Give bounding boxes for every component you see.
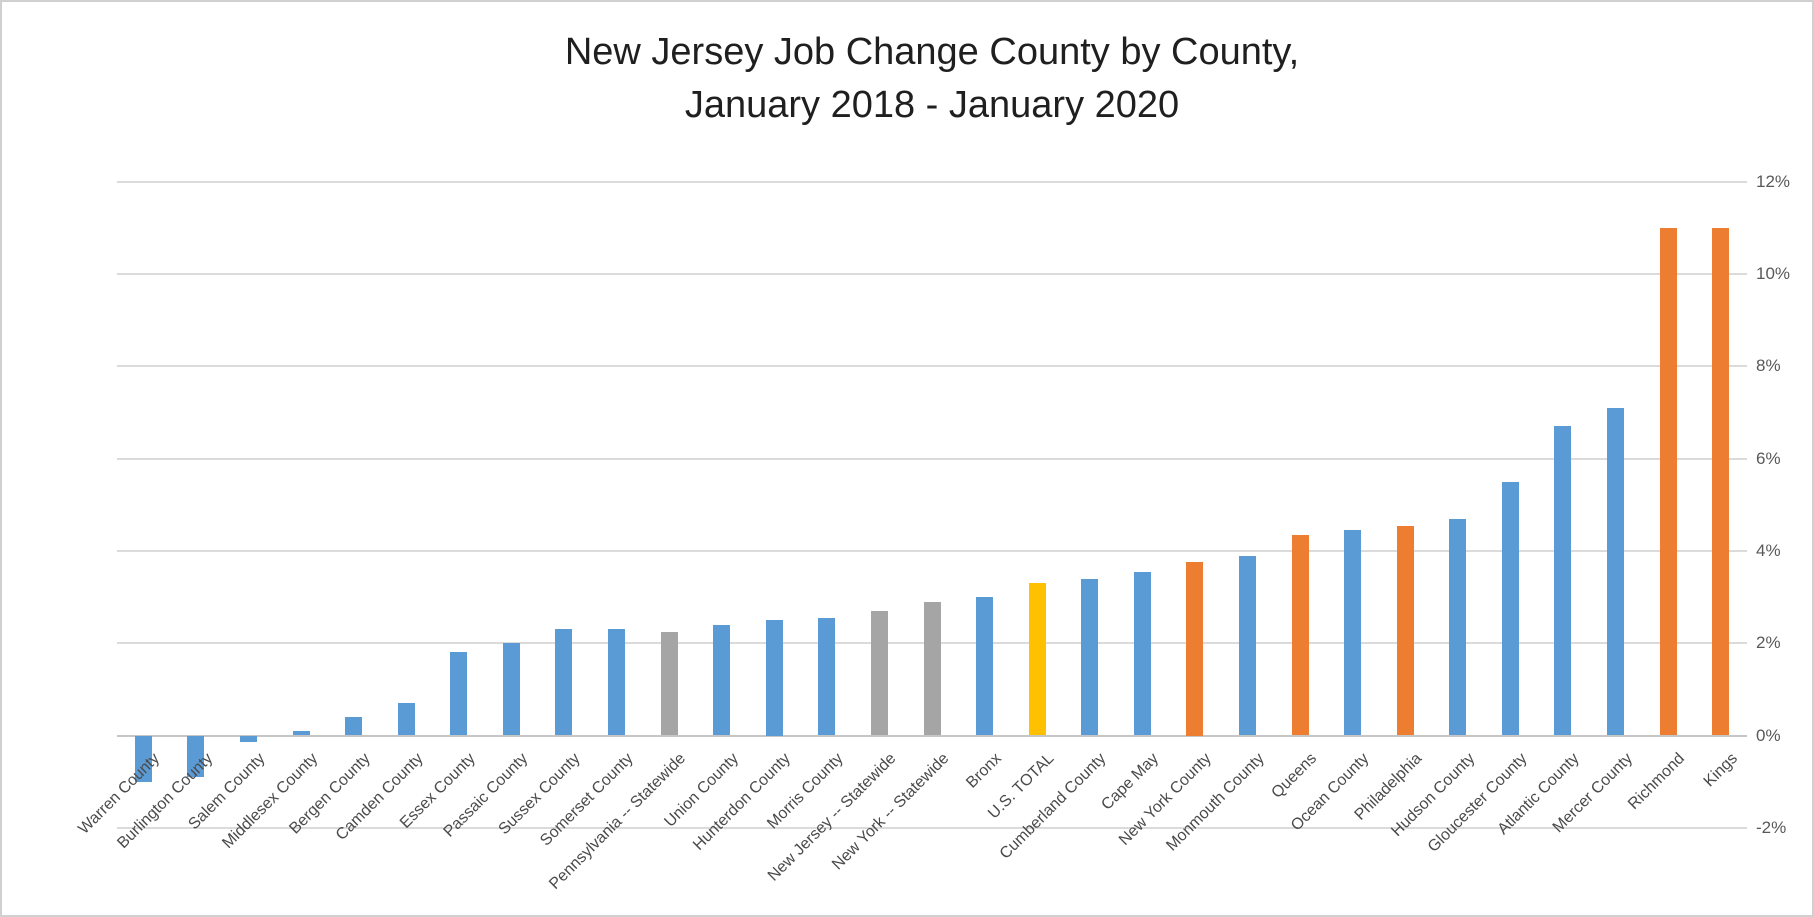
bar-monmouth-county [1238,555,1256,736]
chart-title-line1: New Jersey Job Change County by County, [564,31,1300,73]
bar-morris-county [818,617,836,736]
bar-middlesex-county [292,730,310,736]
bar-u-s-total [1028,583,1046,736]
category-label: Burlington County [113,750,216,852]
category-label: Queens [1268,750,1321,802]
y-tick-label: 10% [1756,264,1791,283]
bar-somerset-county [608,629,626,736]
chart-title: New Jersey Job Change County by County, … [117,26,1747,132]
zero-axis-line [117,734,1747,737]
bar-salem-county [239,735,257,743]
y-tick-label: 8% [1756,356,1781,376]
category-label: Bronx [963,750,1005,792]
bar-hunterdon-county [765,620,783,736]
bar-cape-may [1133,571,1151,736]
bar-essex-county [450,652,468,736]
bar-pennsylvania-statewide [660,631,678,736]
gridline [117,180,1747,183]
category-label: Hunterdon County [690,750,795,854]
category-label: New York County [1116,750,1215,849]
bar-camden-county [397,703,415,736]
bar-cumberland-county [1081,578,1099,736]
y-tick-label: -2% [1756,817,1787,837]
bar-atlantic-county [1554,426,1572,736]
bar-hudson-county [1449,518,1467,736]
gridline [117,365,1747,368]
bar-richmond [1659,227,1677,736]
gridline [117,549,1747,552]
chart-title-line2: January 2018 - January 2020 [684,84,1180,126]
bar-gloucester-county [1501,481,1519,736]
bar-kings [1712,227,1730,736]
bar-bergen-county [345,717,363,736]
y-tick-label: 4% [1756,540,1781,560]
y-tick-label: 6% [1756,448,1781,468]
bar-philadelphia [1396,525,1414,736]
bar-new-york-county [1186,562,1204,736]
bar-union-county [713,624,731,736]
bar-new-jersey-statewide [870,610,888,736]
bar-queens [1291,534,1309,736]
bar-new-york-statewide [923,601,941,736]
bar-sussex-county [555,629,573,736]
category-label: Monmouth County [1163,750,1268,855]
bar-ocean-county [1344,530,1362,736]
bar-passaic-county [502,643,520,736]
y-tick-label: 2% [1756,633,1781,653]
category-label: Kings [1700,750,1741,791]
gridline [117,826,1747,829]
bar-bronx [976,597,994,736]
category-label: Somerset County [537,750,637,850]
y-tick-label: 0% [1756,725,1781,745]
bar-mercer-county [1607,407,1625,736]
bar-warren-county [134,735,152,782]
category-label: Middlesex County [219,750,322,852]
bar-burlington-county [187,735,205,778]
gridline [117,273,1747,275]
y-tick-label: 12% [1756,171,1791,191]
category-label: Gloucester County [1424,750,1531,856]
category-label: Richmond [1625,750,1689,813]
gridline [117,457,1747,460]
